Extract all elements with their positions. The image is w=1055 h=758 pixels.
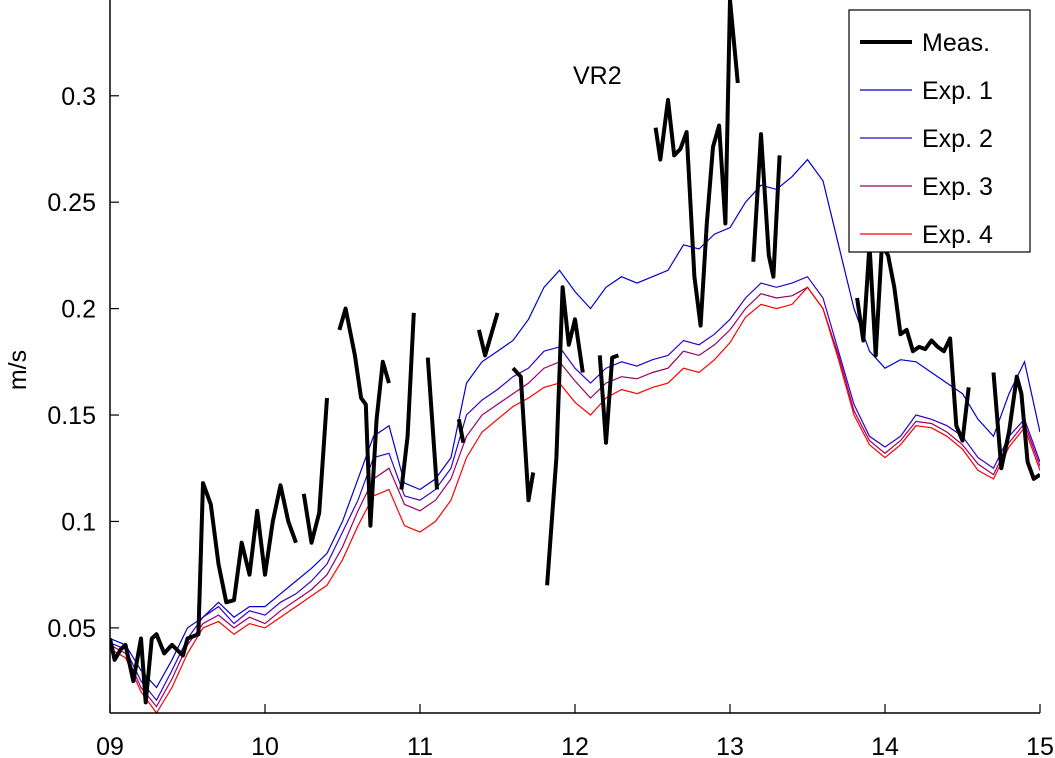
ticks-layer: 09 10 11 12 13 14 15 0.05 0.1 0.15 0.2 0.25 0.3 bbox=[47, 83, 1054, 758]
series-meas-segment-1 bbox=[301, 397, 329, 545]
series-meas-segment-11 bbox=[751, 132, 782, 279]
series-meas-segment-7 bbox=[511, 366, 536, 503]
series-meas-segment-2 bbox=[337, 306, 391, 528]
y-tick-label: 0.15 bbox=[47, 402, 96, 430]
series-layer bbox=[110, 0, 1040, 713]
series-meas-segment-9 bbox=[597, 353, 620, 445]
series-meas-segment-6 bbox=[476, 312, 500, 358]
series-exp-4-line bbox=[110, 286, 1040, 713]
y-tick-label: 0.2 bbox=[61, 296, 96, 324]
series-exp-3-line bbox=[110, 286, 1040, 708]
legend-label-exp-2: Exp. 2 bbox=[922, 125, 993, 153]
series-exp-1-line bbox=[110, 158, 1040, 689]
x-tick-label: 13 bbox=[716, 733, 744, 758]
series-meas-segment-5 bbox=[456, 418, 466, 444]
legend-items: Meas. Exp. 1 Exp. 2 Exp. 3 Exp. 4 bbox=[860, 29, 993, 249]
series-meas-segment-4 bbox=[425, 357, 439, 490]
x-tick-label: 09 bbox=[96, 733, 124, 758]
x-tick-label: 10 bbox=[251, 733, 279, 758]
chart-annotation-vr2: VR2 bbox=[573, 62, 622, 90]
legend: Meas. Exp. 1 Exp. 2 Exp. 3 Exp. 4 bbox=[848, 9, 1031, 253]
legend-label-exp-1: Exp. 1 bbox=[922, 77, 993, 105]
series-meas-segment-0 bbox=[110, 481, 298, 705]
x-tick-label: 12 bbox=[561, 733, 589, 758]
x-tick-label: 15 bbox=[1026, 733, 1054, 758]
legend-label-exp-3: Exp. 3 bbox=[922, 173, 993, 201]
y-tick-label: 0.1 bbox=[61, 508, 96, 536]
series-meas-segment-13 bbox=[991, 372, 1040, 481]
x-tick-label: 14 bbox=[871, 733, 899, 758]
legend-box bbox=[848, 9, 1031, 253]
y-tick-label: 0.25 bbox=[47, 189, 96, 217]
series-meas-segment-10 bbox=[653, 0, 740, 328]
series-exp-2-line bbox=[110, 275, 1040, 702]
y-tick-label: 0.05 bbox=[47, 615, 96, 643]
y-tick-label: 0.3 bbox=[61, 83, 96, 111]
plot-area: 09 10 11 12 13 14 15 0.05 0.1 0.15 0.2 0.25 0.3 bbox=[47, 0, 1054, 758]
legend-label-exp-4: Exp. 4 bbox=[922, 221, 993, 249]
series-meas-segment-3 bbox=[399, 312, 416, 490]
series-meas-segment-12 bbox=[855, 242, 971, 443]
y-axis-label: m/s bbox=[4, 350, 32, 390]
legend-label-meas: Meas. bbox=[922, 29, 990, 57]
series-meas-segment-8 bbox=[545, 285, 585, 586]
x-tick-label: 11 bbox=[407, 733, 433, 758]
